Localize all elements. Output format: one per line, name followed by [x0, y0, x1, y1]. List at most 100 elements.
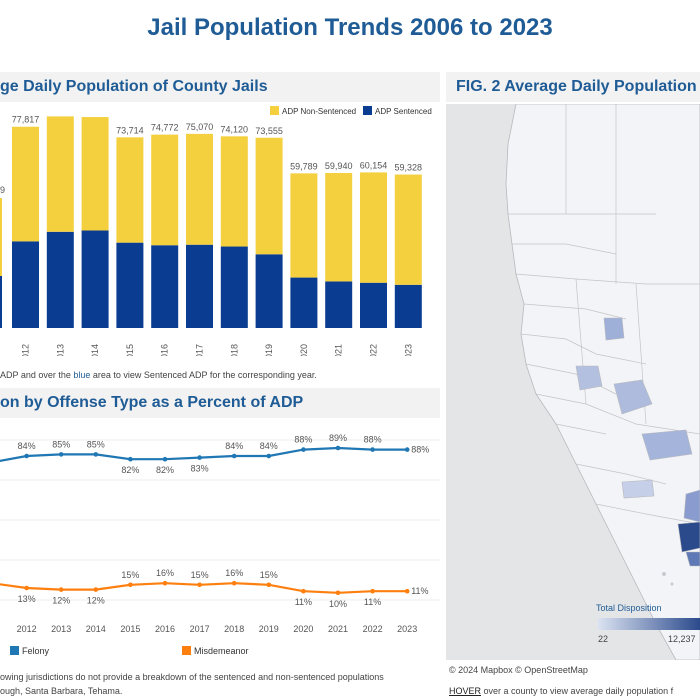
fig1-legend-non-sentenced[interactable]: ADP Non-Sentenced — [270, 106, 356, 116]
bar-segment-non-sentenced-2017[interactable] — [186, 133, 213, 245]
bar-segment-sentenced-2020[interactable] — [290, 277, 318, 328]
bar-segment-non-sentenced-2014[interactable] — [81, 117, 109, 231]
point-felony-2022[interactable] — [370, 447, 375, 452]
county-sacramento[interactable] — [603, 317, 625, 341]
data-label-felony-2018: 84% — [225, 441, 243, 451]
legend-label: ADP Non-Sentenced — [282, 107, 357, 116]
point-misdemeanor-2014[interactable] — [93, 587, 99, 592]
county-san-bernardino[interactable] — [683, 489, 700, 523]
legend-label: Felony — [22, 646, 50, 656]
note-text: area to view Sentenced ADP for the corre… — [90, 370, 317, 380]
sentenced-swatch — [363, 106, 372, 115]
data-label-felony-2013: 85% — [52, 439, 70, 449]
map-attribution: © 2024 Mapbox © OpenStreetMap — [449, 665, 588, 675]
fig3-legend-felony[interactable]: Felony — [10, 646, 49, 656]
fig1-header-bar: ge Daily Population of County Jails — [0, 72, 440, 102]
x-tick-label-2012: 2012 — [21, 344, 31, 356]
x-tick-label-2013: 2013 — [51, 624, 71, 634]
data-label-misdemeanor-2012: 13% — [18, 594, 36, 604]
point-misdemeanor-2015[interactable] — [128, 582, 133, 588]
bar-segment-non-sentenced-2022[interactable] — [360, 172, 387, 283]
data-label-misdemeanor-2021: 10% — [329, 599, 347, 609]
bar-segment-sentenced-2019[interactable] — [255, 254, 283, 328]
point-felony-2019[interactable] — [266, 453, 272, 459]
county-orange[interactable] — [685, 551, 700, 567]
bar-segment-sentenced-2014[interactable] — [81, 230, 109, 328]
bar-segment-partial-non-sentenced[interactable] — [0, 198, 2, 276]
bar-segment-sentenced-2018[interactable] — [220, 246, 248, 328]
bar-segment-sentenced-2015[interactable] — [116, 242, 144, 328]
x-tick-label-2021: 2021 — [328, 624, 348, 634]
bar-segment-non-sentenced-2021[interactable] — [325, 172, 353, 282]
x-tick-label-2016: 2016 — [160, 344, 170, 356]
point-misdemeanor-2016[interactable] — [162, 580, 168, 586]
fig3-header-bar: on by Offense Type as a Percent of ADP — [0, 388, 440, 418]
felony-swatch — [10, 646, 19, 655]
point-misdemeanor-2018[interactable] — [231, 580, 237, 586]
fig1-legend-sentenced[interactable]: ADP Sentenced — [363, 106, 432, 116]
bar-segment-sentenced-2021[interactable] — [325, 281, 353, 328]
offense-line-chart[interactable]: 84% 85% 85% 82% 82% 83% 84% 84% 88% 89% 88% 88% 13% 1… — [0, 420, 440, 638]
point-felony-2016[interactable] — [162, 456, 168, 462]
page-title: Jail Population Trends 2006 to 2023 — [147, 14, 553, 41]
bar-segment-sentenced-2017[interactable] — [186, 244, 213, 328]
california-land[interactable] — [505, 104, 700, 660]
bar-segment-non-sentenced-2018[interactable] — [220, 136, 248, 247]
point-felony-2021[interactable] — [335, 445, 341, 451]
x-tick-label-2018: 2018 — [229, 344, 239, 356]
bar-segment-sentenced-2016[interactable] — [151, 245, 179, 328]
bar-segment-non-sentenced-2012[interactable] — [12, 126, 39, 242]
point-misdemeanor-2021[interactable] — [335, 590, 341, 596]
data-label-misdemeanor-2016: 16% — [156, 568, 174, 578]
fig3-footnote-1: owing jurisdictions do not provide a bre… — [0, 672, 384, 682]
point-misdemeanor-2022[interactable] — [370, 588, 375, 594]
bar-segment-non-sentenced-2019[interactable] — [255, 137, 283, 255]
county-bay-area[interactable] — [575, 365, 603, 391]
bar-segment-non-sentenced-2020[interactable] — [290, 173, 318, 278]
fig3-footnote-2: ough, Santa Barbara, Tehama. — [0, 686, 123, 696]
scale-mid-label: 12,237 — [668, 634, 696, 644]
county-los-angeles[interactable] — [677, 521, 700, 553]
point-misdemeanor-2023[interactable] — [404, 588, 410, 594]
county-santa-barbara[interactable] — [621, 479, 655, 499]
bar-segment-sentenced-2022[interactable] — [360, 282, 387, 328]
point-felony-2018[interactable] — [231, 453, 237, 459]
adp-bar-chart[interactable]: 977,817201281,818201381,565201473,714201… — [0, 116, 440, 356]
hover-link[interactable]: HOVER — [449, 686, 482, 696]
california-county-map[interactable] — [446, 104, 700, 660]
point-felony-2013[interactable] — [58, 452, 64, 457]
bar-segment-sentenced-2012[interactable] — [12, 241, 39, 328]
x-tick-label-2014: 2014 — [90, 344, 100, 356]
fig3-title: on by Offense Type as a Percent of ADP — [0, 394, 304, 411]
data-label-misdemeanor-2023: 11% — [411, 586, 428, 596]
bar-segment-non-sentenced-2013[interactable] — [46, 116, 74, 232]
point-felony-2014[interactable] — [93, 452, 99, 457]
point-misdemeanor-2020[interactable] — [301, 588, 306, 594]
bar-segment-partial-sentenced[interactable] — [0, 276, 2, 328]
island — [670, 582, 674, 586]
bar-segment-non-sentenced-2016[interactable] — [151, 134, 179, 246]
point-misdemeanor-2019[interactable] — [266, 582, 272, 588]
data-label-felony-2014: 85% — [87, 439, 105, 449]
legend-label: ADP Sentenced — [375, 107, 432, 116]
note-text: over a county to view average daily popu… — [481, 686, 674, 696]
point-misdemeanor-2012[interactable] — [24, 585, 29, 591]
bar-segment-non-sentenced-2015[interactable] — [116, 137, 144, 243]
point-felony-2020[interactable] — [301, 447, 306, 452]
point-felony-2017[interactable] — [197, 455, 202, 460]
point-felony-2023[interactable] — [404, 447, 410, 452]
x-tick-label-2023: 2023 — [397, 624, 417, 634]
point-misdemeanor-2017[interactable] — [197, 582, 202, 588]
bar-segment-sentenced-2023[interactable] — [394, 284, 422, 328]
point-misdemeanor-2013[interactable] — [58, 587, 64, 592]
point-felony-2015[interactable] — [128, 456, 133, 462]
fig3-legend-misdemeanor[interactable]: Misdemeanor — [182, 646, 249, 656]
county-fresno[interactable] — [613, 379, 653, 415]
bar-total-label-partial: 9 — [0, 185, 5, 195]
note-blue-word: blue — [73, 370, 91, 380]
bar-segment-sentenced-2013[interactable] — [46, 231, 74, 328]
bar-segment-non-sentenced-2023[interactable] — [394, 174, 422, 285]
point-felony-2012[interactable] — [24, 453, 29, 459]
fig2-header-bar: FIG. 2 Average Daily Population — [446, 72, 700, 102]
county-kern[interactable] — [641, 429, 693, 461]
